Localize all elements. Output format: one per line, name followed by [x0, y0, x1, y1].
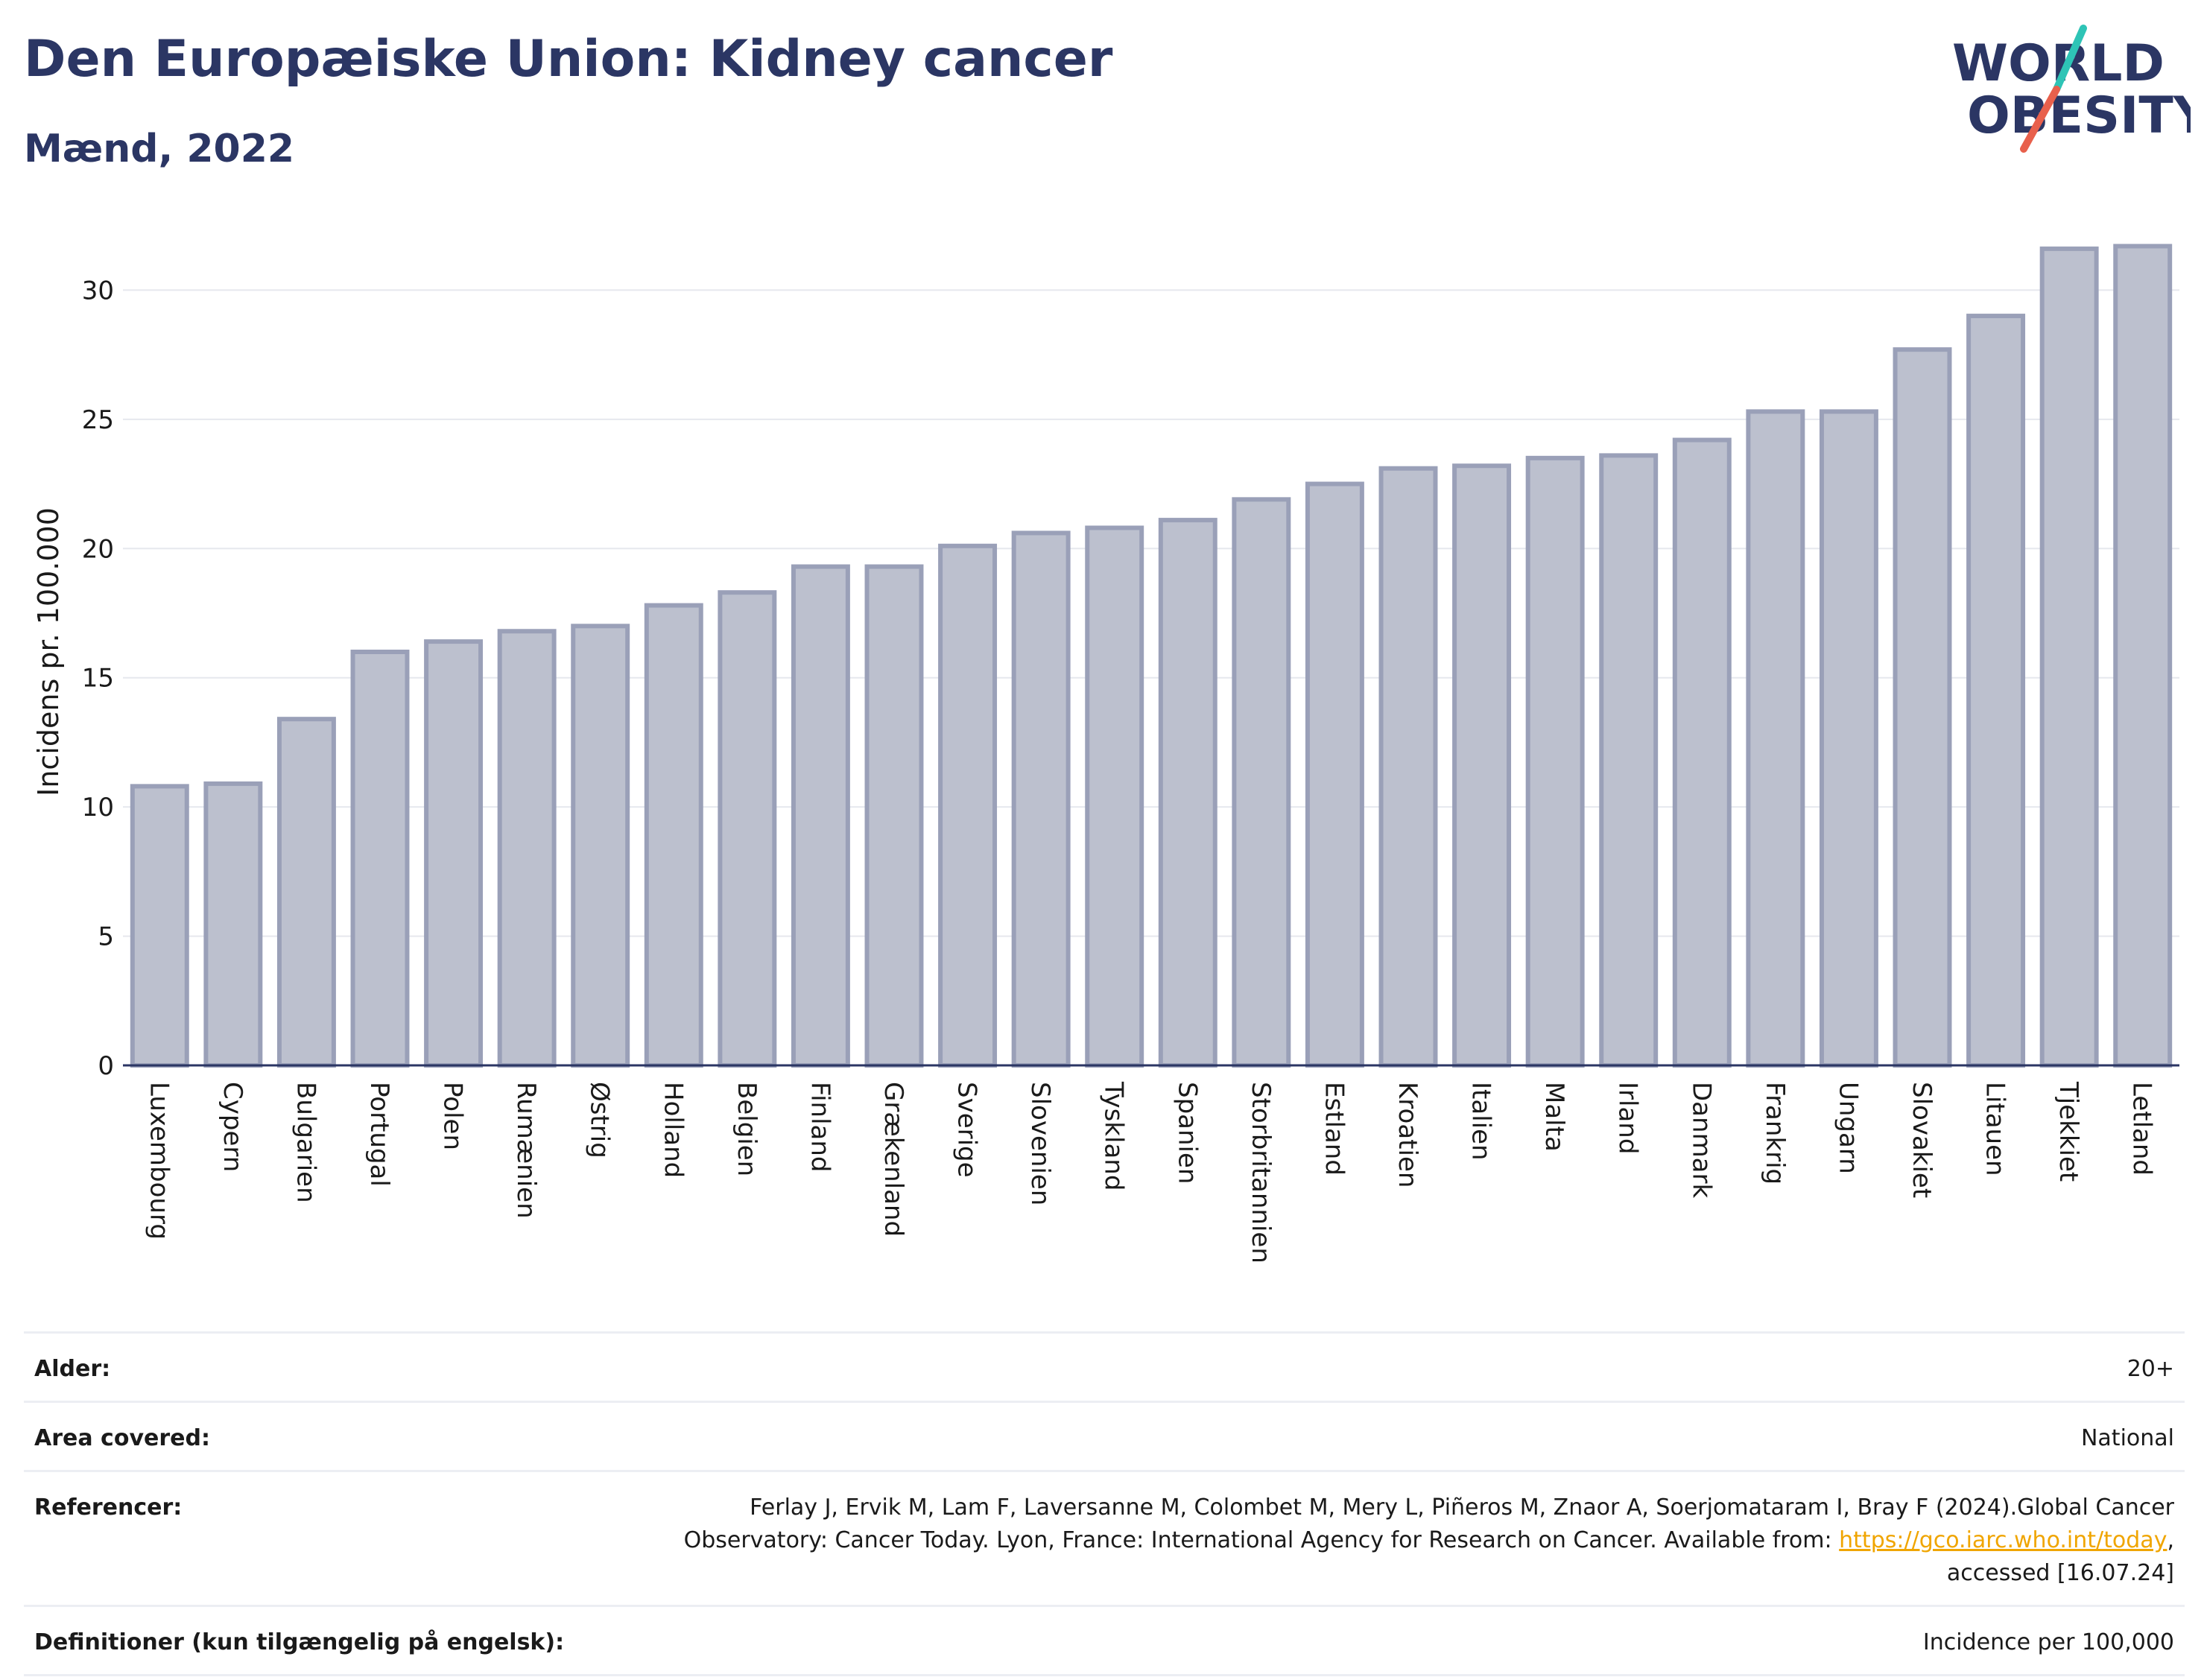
x-tick-label: Spanien	[1172, 1082, 1202, 1184]
meta-label: Area covered:	[34, 1425, 210, 1451]
x-tick-label: Polen	[438, 1082, 468, 1150]
bar-tjekkiet	[2039, 246, 2099, 1068]
bar-grækenland	[864, 564, 924, 1068]
x-tick-label: Holland	[658, 1082, 688, 1178]
bar-ungarn	[1819, 409, 1878, 1068]
x-tick-label: Belgien	[732, 1082, 761, 1176]
x-tick-label: Tjekkiet	[2053, 1081, 2083, 1182]
bar-letland	[2113, 244, 2173, 1068]
reference-text-end: , accessed [16.07.24]	[1946, 1527, 2174, 1586]
x-tick-label: Grækenland	[878, 1082, 908, 1237]
meta-value: 20+	[2127, 1356, 2174, 1382]
x-tick-label: Portugal	[364, 1082, 394, 1187]
y-axis-label: Incidens pr. 100.000	[32, 507, 65, 796]
bar-italien	[1452, 463, 1512, 1068]
x-tick-label: Litauen	[1980, 1082, 2010, 1176]
x-tick-label: Bulgarien	[291, 1082, 320, 1203]
x-tick-label: Slovenien	[1025, 1082, 1055, 1205]
y-tick-label: 10	[82, 793, 114, 822]
x-tick-label: Finland	[805, 1082, 835, 1173]
bar-belgien	[718, 590, 777, 1068]
bar-rumænien	[497, 629, 557, 1068]
x-tick-label: Luxembourg	[144, 1082, 174, 1240]
y-tick-label: 0	[98, 1051, 114, 1081]
meta-row-area: Area covered: National	[24, 1401, 2185, 1470]
bar-holland	[644, 603, 703, 1068]
x-tick-label: Malta	[1539, 1082, 1569, 1152]
chart-title: Den Europæiske Union: Kidney cancer	[24, 30, 1113, 89]
bar-kroatien	[1378, 466, 1438, 1068]
reference-text: Ferlay J, Ervik M, Lam F, Laversanne M, …	[683, 1494, 2174, 1553]
bar-irland	[1599, 453, 1659, 1068]
x-tick-label: Rumænien	[511, 1082, 541, 1219]
x-tick-label: Ungarn	[1833, 1082, 1863, 1174]
bar-malta	[1525, 455, 1585, 1068]
world-obesity-logo: WORLD OBESITY	[1952, 25, 2191, 153]
x-tick-label: Slovakiet	[1907, 1082, 1937, 1198]
meta-row-references: Referencer: Ferlay J, Ervik M, Lam F, La…	[24, 1470, 2185, 1605]
bar-østrig	[571, 624, 630, 1068]
meta-label: Alder:	[34, 1356, 111, 1382]
x-tick-label: Frankrig	[1760, 1082, 1790, 1185]
y-tick-label: 25	[82, 405, 114, 435]
bar-bulgarien	[276, 717, 336, 1068]
y-axis-ticks: 0 5 10 15 20 25 30	[82, 276, 114, 1081]
x-axis-ticks: Luxembourg Cypern Bulgarien Portugal Polen Ru…	[144, 1081, 2156, 1264]
x-tick-label: Sverige	[952, 1082, 982, 1178]
x-tick-label: Tyskland	[1099, 1081, 1129, 1191]
y-tick-label: 5	[98, 922, 114, 952]
x-tick-label: Østrig	[585, 1082, 615, 1158]
meta-value: Incidence per 100,000	[1922, 1629, 2174, 1655]
bar-cypern	[203, 781, 263, 1068]
y-tick-label: 15	[82, 664, 114, 694]
bar-spanien	[1158, 518, 1217, 1068]
logo-line2: OBESITY	[1967, 86, 2191, 145]
y-tick-label: 30	[82, 276, 114, 305]
chart-subtitle: Mænd, 2022	[24, 127, 295, 171]
bar-estland	[1305, 481, 1364, 1068]
y-tick-label: 20	[82, 534, 114, 564]
bar-slovakiet	[1893, 347, 1952, 1068]
bar-storbritannien	[1232, 497, 1291, 1068]
bar-finland	[791, 564, 850, 1068]
bar-sverige	[938, 543, 998, 1068]
bar-litauen	[1966, 314, 2026, 1068]
metadata-table: Alder: 20+ Area covered: National Refere…	[24, 1331, 2185, 1676]
x-tick-label: Storbritannien	[1246, 1082, 1276, 1264]
meta-row-age: Alder: 20+	[24, 1331, 2185, 1401]
logo-slash-teal	[2053, 25, 2087, 93]
bar-frankrig	[1746, 409, 1805, 1068]
x-tick-label: Danmark	[1686, 1082, 1716, 1198]
bar-danmark	[1672, 437, 1732, 1068]
bar-slovenien	[1011, 530, 1071, 1068]
bar-portugal	[350, 650, 410, 1068]
x-tick-label: Letland	[2127, 1082, 2157, 1176]
meta-row-definitions: Definitioner (kun tilgængelig på engelsk…	[24, 1605, 2185, 1676]
x-tick-label: Kroatien	[1393, 1082, 1422, 1188]
meta-label: Definitioner (kun tilgængelig på engelsk…	[34, 1629, 565, 1655]
x-tick-label: Italien	[1466, 1082, 1496, 1161]
bar-polen	[424, 639, 484, 1068]
meta-value: Ferlay J, Ervik M, Lam F, Laversanne M, …	[609, 1492, 2174, 1590]
x-tick-label: Estland	[1319, 1082, 1349, 1176]
x-tick-label: Cypern	[218, 1082, 247, 1172]
bar-tyskland	[1085, 525, 1144, 1068]
meta-label: Referencer:	[34, 1494, 183, 1521]
bar-chart: 0 5 10 15 20 25 30 Luxembourg Cypern Bulgarien Po…	[32, 244, 2179, 1264]
logo-slash-coral	[2020, 86, 2060, 153]
bars	[130, 244, 2173, 1068]
bar-luxembourg	[130, 784, 189, 1068]
x-tick-label: Irland	[1613, 1082, 1643, 1154]
meta-value: National	[2080, 1425, 2174, 1451]
reference-link[interactable]: https://gco.iarc.who.int/today	[1839, 1527, 2167, 1553]
